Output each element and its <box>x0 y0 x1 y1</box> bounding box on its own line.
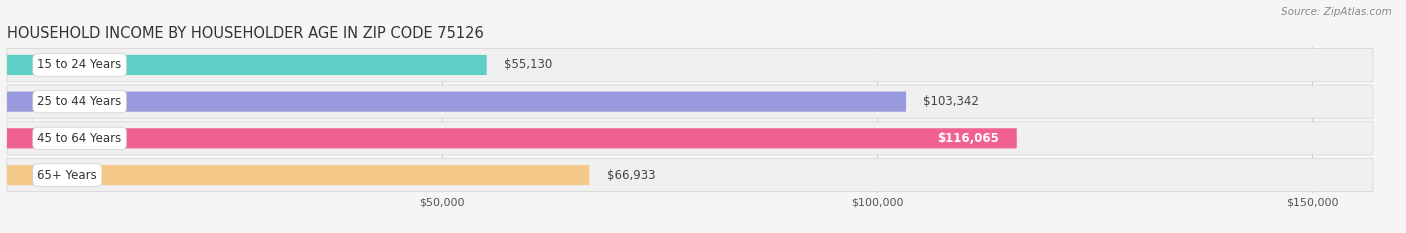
Text: $103,342: $103,342 <box>924 95 980 108</box>
Text: Source: ZipAtlas.com: Source: ZipAtlas.com <box>1281 7 1392 17</box>
Text: 65+ Years: 65+ Years <box>38 168 97 182</box>
Text: HOUSEHOLD INCOME BY HOUSEHOLDER AGE IN ZIP CODE 75126: HOUSEHOLD INCOME BY HOUSEHOLDER AGE IN Z… <box>7 26 484 41</box>
Text: $116,065: $116,065 <box>938 132 1000 145</box>
FancyBboxPatch shape <box>7 55 486 75</box>
FancyBboxPatch shape <box>7 92 905 112</box>
FancyBboxPatch shape <box>7 48 1372 82</box>
Text: 15 to 24 Years: 15 to 24 Years <box>38 58 122 72</box>
FancyBboxPatch shape <box>7 128 1017 148</box>
FancyBboxPatch shape <box>7 85 1372 118</box>
Text: 45 to 64 Years: 45 to 64 Years <box>38 132 122 145</box>
Text: 25 to 44 Years: 25 to 44 Years <box>38 95 122 108</box>
Text: $55,130: $55,130 <box>503 58 553 72</box>
FancyBboxPatch shape <box>7 122 1372 155</box>
FancyBboxPatch shape <box>7 165 589 185</box>
FancyBboxPatch shape <box>7 158 1372 192</box>
Text: $66,933: $66,933 <box>607 168 655 182</box>
